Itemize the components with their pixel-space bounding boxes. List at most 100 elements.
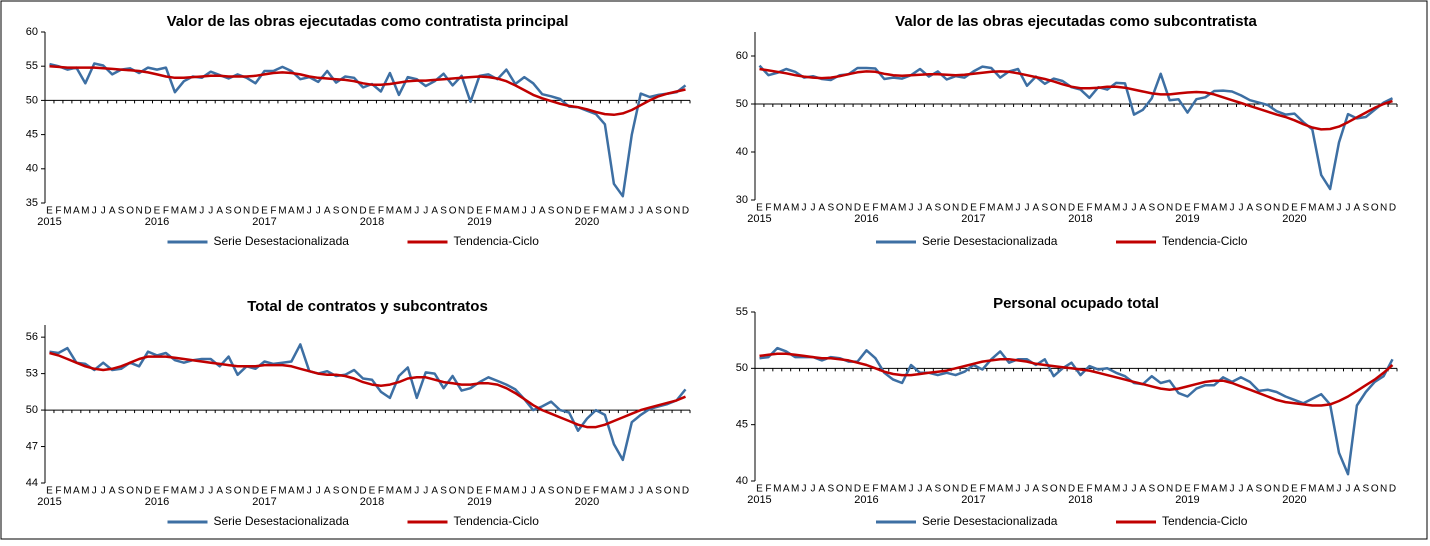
x-tick-label: E: [970, 484, 977, 495]
x-tick-label: J: [638, 206, 643, 217]
x-tick-label: J: [909, 484, 914, 495]
x-tick-label: D: [1282, 203, 1289, 214]
x-tick-label: N: [952, 203, 959, 214]
x-tick-label: A: [997, 203, 1004, 214]
x-tick-label: N: [243, 486, 250, 497]
x-tick-label: N: [1166, 203, 1173, 214]
x-tick-label: D: [1068, 484, 1075, 495]
x-tick-label: O: [126, 486, 134, 497]
x-tick-label: J: [1016, 203, 1021, 214]
x-tick-label: M: [1219, 484, 1227, 495]
x-tick-label: M: [1005, 484, 1013, 495]
x-tick-label: J: [810, 484, 815, 495]
x-tick-label: J: [638, 486, 643, 497]
series-line: [759, 352, 1394, 407]
x-tick-label: S: [225, 486, 232, 497]
x-tick-label: S: [1148, 484, 1155, 495]
x-tick-label: A: [1354, 203, 1361, 214]
x-tick-label: J: [1123, 484, 1128, 495]
x-tick-label: J: [917, 484, 922, 495]
x-tick-label: N: [350, 206, 357, 217]
x-tick-label: A: [109, 486, 116, 497]
x-tick-label: A: [431, 486, 438, 497]
y-tick-label: 47: [26, 440, 38, 452]
year-label: 2018: [1068, 213, 1092, 225]
x-tick-label: D: [252, 486, 259, 497]
x-tick-label: M: [278, 486, 286, 497]
series-line: [49, 343, 687, 462]
series-line: [759, 67, 1393, 131]
x-tick-label: M: [1094, 203, 1102, 214]
x-tick-label: J: [629, 486, 634, 497]
x-tick-label: D: [574, 486, 581, 497]
x-tick-label: M: [404, 486, 412, 497]
x-tick-label: J: [629, 206, 634, 217]
x-tick-label: E: [1291, 484, 1298, 495]
x-tick-label: E: [476, 486, 483, 497]
x-tick-label: A: [1318, 484, 1325, 495]
x-tick-label: N: [1059, 484, 1066, 495]
x-tick-label: O: [664, 486, 672, 497]
x-tick-label: J: [810, 203, 815, 214]
x-tick-label: F: [1300, 484, 1306, 495]
x-tick-label: A: [324, 206, 331, 217]
x-tick-label: J: [1230, 203, 1235, 214]
legend-label: Tendencia-Ciclo: [1162, 234, 1248, 248]
x-tick-label: M: [171, 486, 179, 497]
x-tick-label: M: [619, 206, 627, 217]
x-tick-label: A: [926, 484, 933, 495]
x-tick-label: S: [655, 206, 662, 217]
x-tick-label: A: [997, 484, 1004, 495]
y-tick-label: 55: [26, 60, 38, 72]
x-tick-label: J: [522, 486, 527, 497]
x-tick-label: N: [458, 206, 465, 217]
x-tick-label: O: [1371, 203, 1379, 214]
x-tick-label: S: [1041, 203, 1048, 214]
x-tick-label: M: [278, 206, 286, 217]
x-tick-label: A: [646, 206, 653, 217]
x-tick-label: J: [1238, 203, 1243, 214]
year-label: 2017: [252, 216, 276, 228]
legend-label: Tendencia-Ciclo: [1162, 514, 1248, 528]
chart-title: Total de contratos y subcontratos: [247, 298, 488, 315]
x-tick-label: S: [1362, 484, 1369, 495]
x-tick-label: M: [898, 484, 906, 495]
x-tick-label: S: [548, 206, 555, 217]
x-tick-label: E: [1184, 484, 1191, 495]
x-tick-label: A: [890, 484, 897, 495]
x-tick-label: D: [1389, 484, 1396, 495]
x-tick-label: F: [163, 206, 169, 217]
y-tick-label: 40: [736, 146, 748, 158]
x-tick-label: S: [1255, 484, 1262, 495]
x-tick-label: N: [350, 486, 357, 497]
year-label: 2020: [575, 216, 599, 228]
x-tick-label: J: [414, 206, 419, 217]
x-tick-label: S: [1148, 203, 1155, 214]
x-tick-label: M: [773, 203, 781, 214]
x-tick-label: F: [1086, 484, 1092, 495]
x-tick-label: A: [396, 206, 403, 217]
year-label: 2020: [1282, 494, 1306, 506]
x-tick-label: J: [199, 206, 204, 217]
x-tick-label: F: [55, 486, 61, 497]
x-tick-label: M: [1201, 203, 1209, 214]
x-tick-label: M: [63, 206, 71, 217]
x-tick-label: A: [611, 206, 618, 217]
y-tick-label: 45: [26, 129, 38, 141]
x-tick-label: S: [440, 206, 447, 217]
x-tick-label: N: [458, 486, 465, 497]
x-tick-label: J: [101, 486, 106, 497]
x-tick-label: N: [565, 206, 572, 217]
x-tick-label: M: [511, 206, 519, 217]
x-tick-label: S: [1041, 484, 1048, 495]
x-tick-label: D: [467, 206, 474, 217]
x-tick-label: E: [756, 203, 763, 214]
x-tick-label: S: [1255, 203, 1262, 214]
x-tick-label: M: [773, 484, 781, 495]
x-tick-label: M: [1005, 203, 1013, 214]
x-tick-label: M: [1326, 484, 1334, 495]
x-tick-label: F: [872, 203, 878, 214]
chart-title: Personal ocupado total: [993, 295, 1159, 312]
year-label: 2019: [1175, 213, 1199, 225]
year-label: 2020: [1282, 213, 1306, 225]
